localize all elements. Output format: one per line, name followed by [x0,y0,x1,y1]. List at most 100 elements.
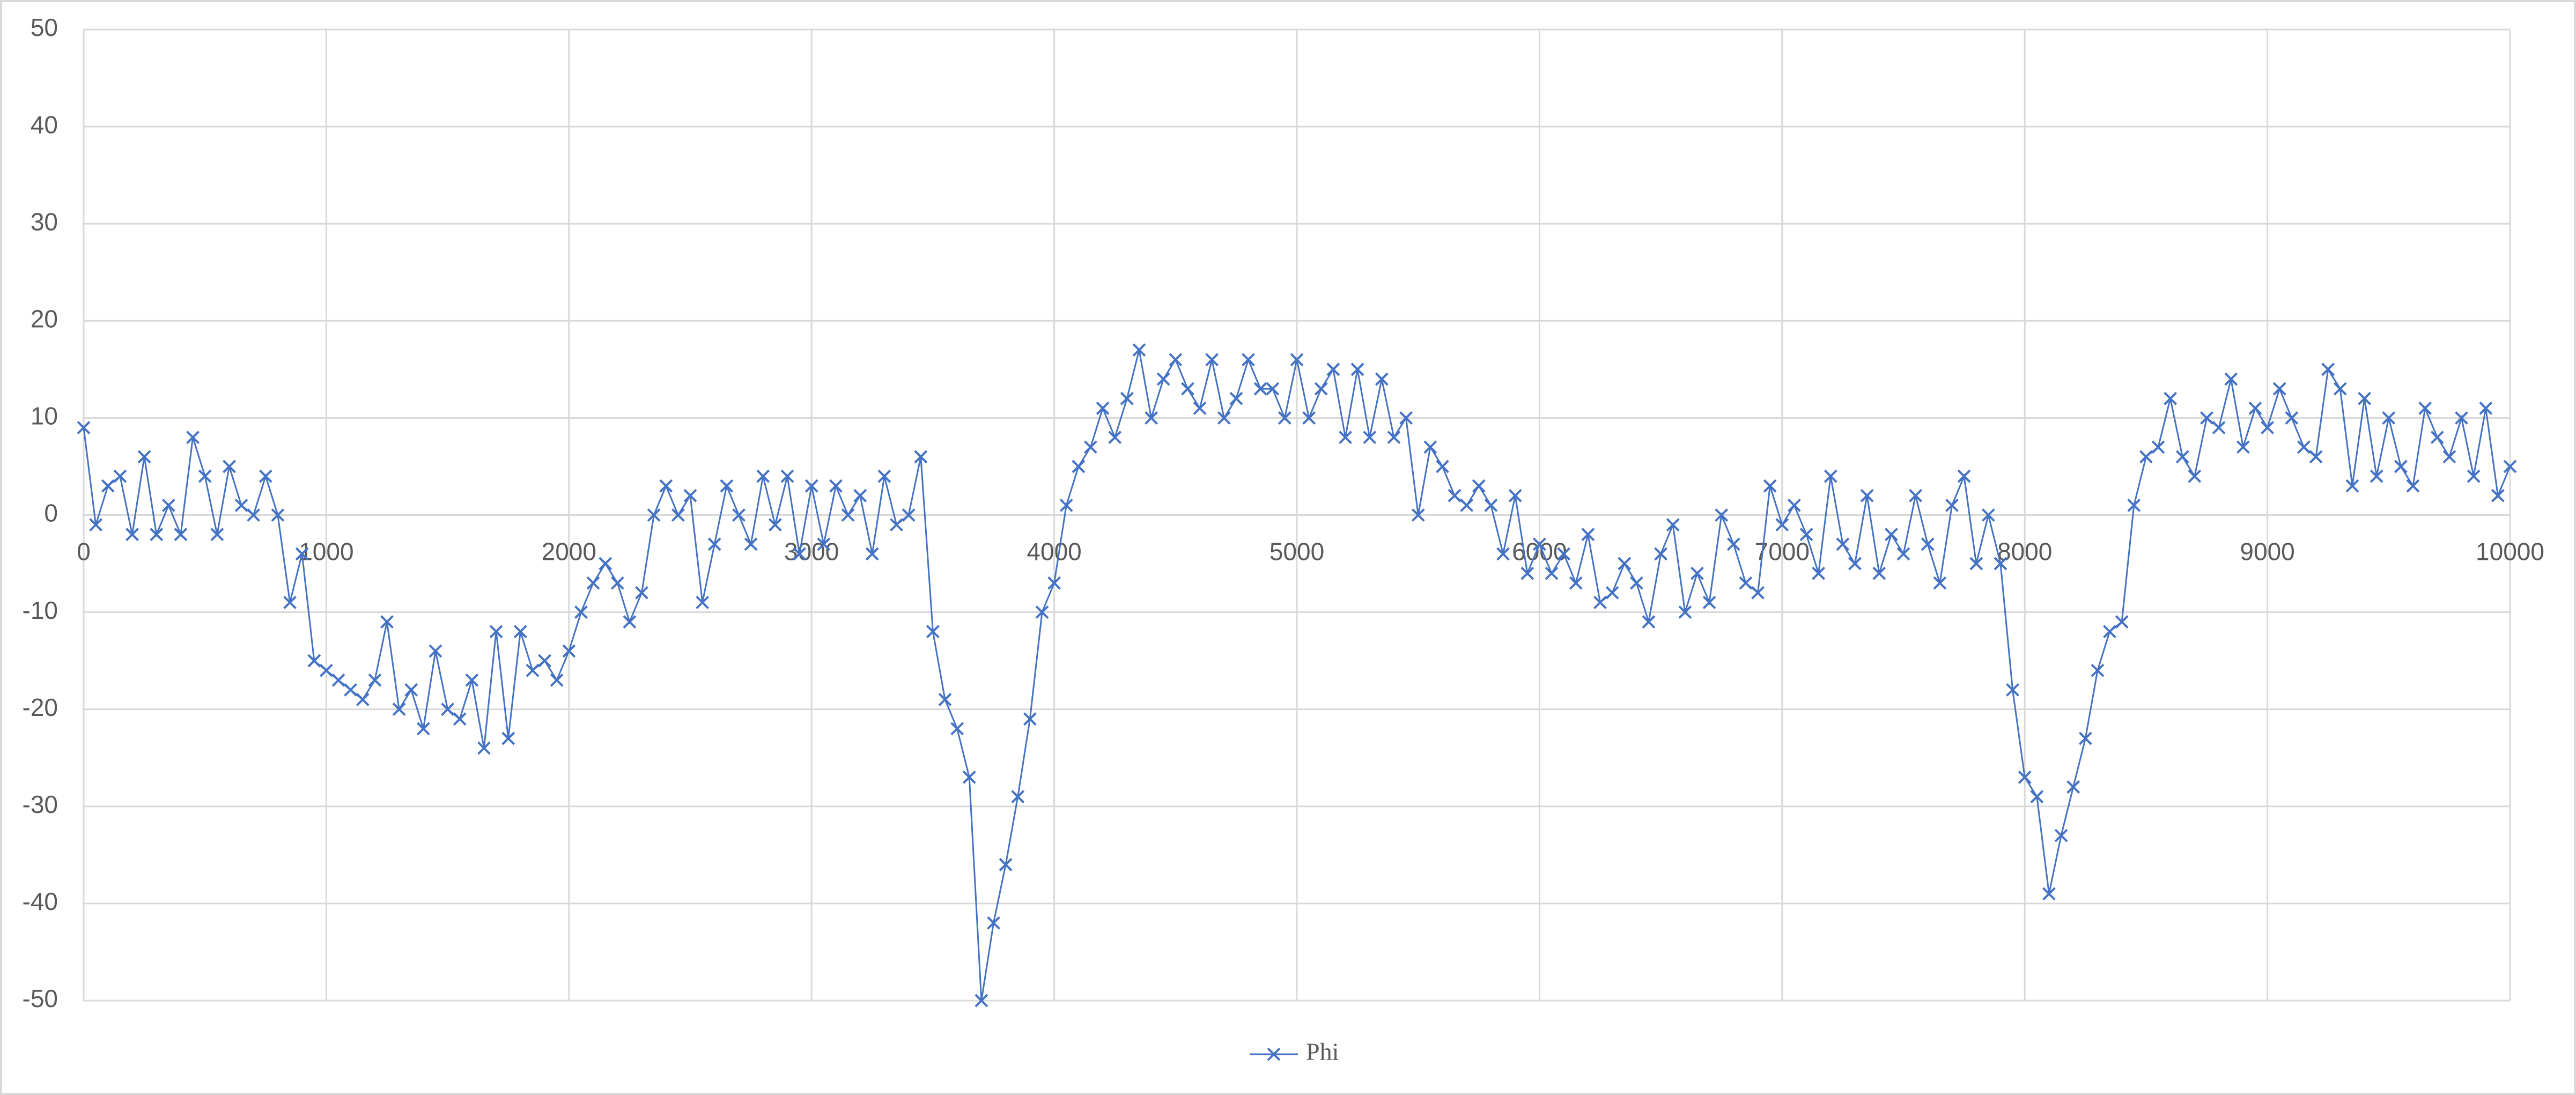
data-point [331,673,345,687]
data-point [2248,401,2262,415]
data-point [1642,615,1656,629]
data-point [1921,537,1935,551]
data-point [113,469,127,483]
data-point [2115,615,2129,629]
data-point [1824,469,1837,483]
data-point [926,625,940,639]
data-point [2212,421,2226,434]
data-point [210,528,224,542]
data-point [1132,343,1146,357]
data-point [2418,401,2432,415]
data-point [1266,382,1280,396]
data-point [441,702,455,716]
data-point [975,994,988,1008]
data-point [1969,557,1983,571]
data-point [380,615,394,629]
x-tick-label: 0 [77,538,91,566]
data-point [1290,353,1304,367]
data-point [574,605,588,619]
data-point [2066,780,2080,794]
data-point [1181,382,1194,396]
data-point [696,596,710,609]
data-point [1375,372,1389,386]
x-tick-label: 1000 [299,538,353,566]
data-point [1654,547,1668,561]
data-point [2309,450,2323,464]
data-point [817,537,831,551]
data-point [635,586,648,600]
data-point [404,683,418,697]
data-point [186,431,200,445]
data-point [1545,566,1559,580]
data-point [1508,489,1522,502]
data-point [1059,498,1073,512]
data-point [1593,596,1607,609]
data-point [780,469,794,483]
data-point [1933,576,1947,590]
data-point [1691,566,1704,580]
data-point [1496,547,1510,561]
data-point [1702,596,1716,609]
data-point [1399,411,1413,425]
data-point [1981,508,1995,522]
data-point [198,469,212,483]
data-point [2345,479,2359,493]
data-point [550,673,564,687]
data-point [344,683,358,697]
data-point [2078,731,2092,745]
data-point [2503,460,2517,473]
data-point [1896,547,1910,561]
data-point [465,673,479,687]
data-point [161,498,175,512]
data-point [890,518,903,532]
data-point [962,771,976,784]
data-point [2030,790,2044,804]
data-point [89,518,103,532]
data-point [720,479,734,493]
data-point [1326,362,1340,376]
data-point [1532,537,1546,551]
data-point [2272,382,2286,396]
data-point [1314,382,1328,396]
data-point [586,576,600,590]
data-point [2406,479,2420,493]
legend-label: Phi [1306,1038,1339,1066]
data-point [793,547,806,561]
data-point [501,731,515,745]
data-point [1193,401,1207,415]
data-point [610,576,624,590]
data-point [392,702,406,716]
data-point [1242,353,1255,367]
data-point [1739,576,1753,590]
data-point [914,450,928,464]
data-point [2018,771,2032,784]
data-point [1836,537,1850,551]
x-tick-label: 5000 [1269,538,1324,566]
data-point [126,528,139,542]
data-point [2297,440,2311,454]
data-point [477,741,491,755]
data-point [1678,605,1692,619]
x-tick-label: 4000 [1027,538,1081,566]
data-point [1884,528,1898,542]
data-point [2054,828,2068,842]
data-point [2333,382,2347,396]
data-point [2175,450,2189,464]
data-point [2455,411,2468,425]
y-tick-label: -20 [23,693,58,721]
data-point [2103,625,2116,639]
data-point [526,663,540,677]
y-tick-label: 20 [31,305,58,332]
data-point [1411,508,1425,522]
data-point [1156,372,1170,386]
data-point [1484,498,1498,512]
data-point [77,421,91,434]
data-point [1763,479,1777,493]
y-tick-label: 10 [31,402,58,430]
data-point [1848,557,1862,571]
y-tick-label: 30 [31,208,58,235]
data-point [1909,489,1923,502]
data-point [1084,440,1097,454]
data-point [513,625,527,639]
data-point [1448,489,1462,502]
